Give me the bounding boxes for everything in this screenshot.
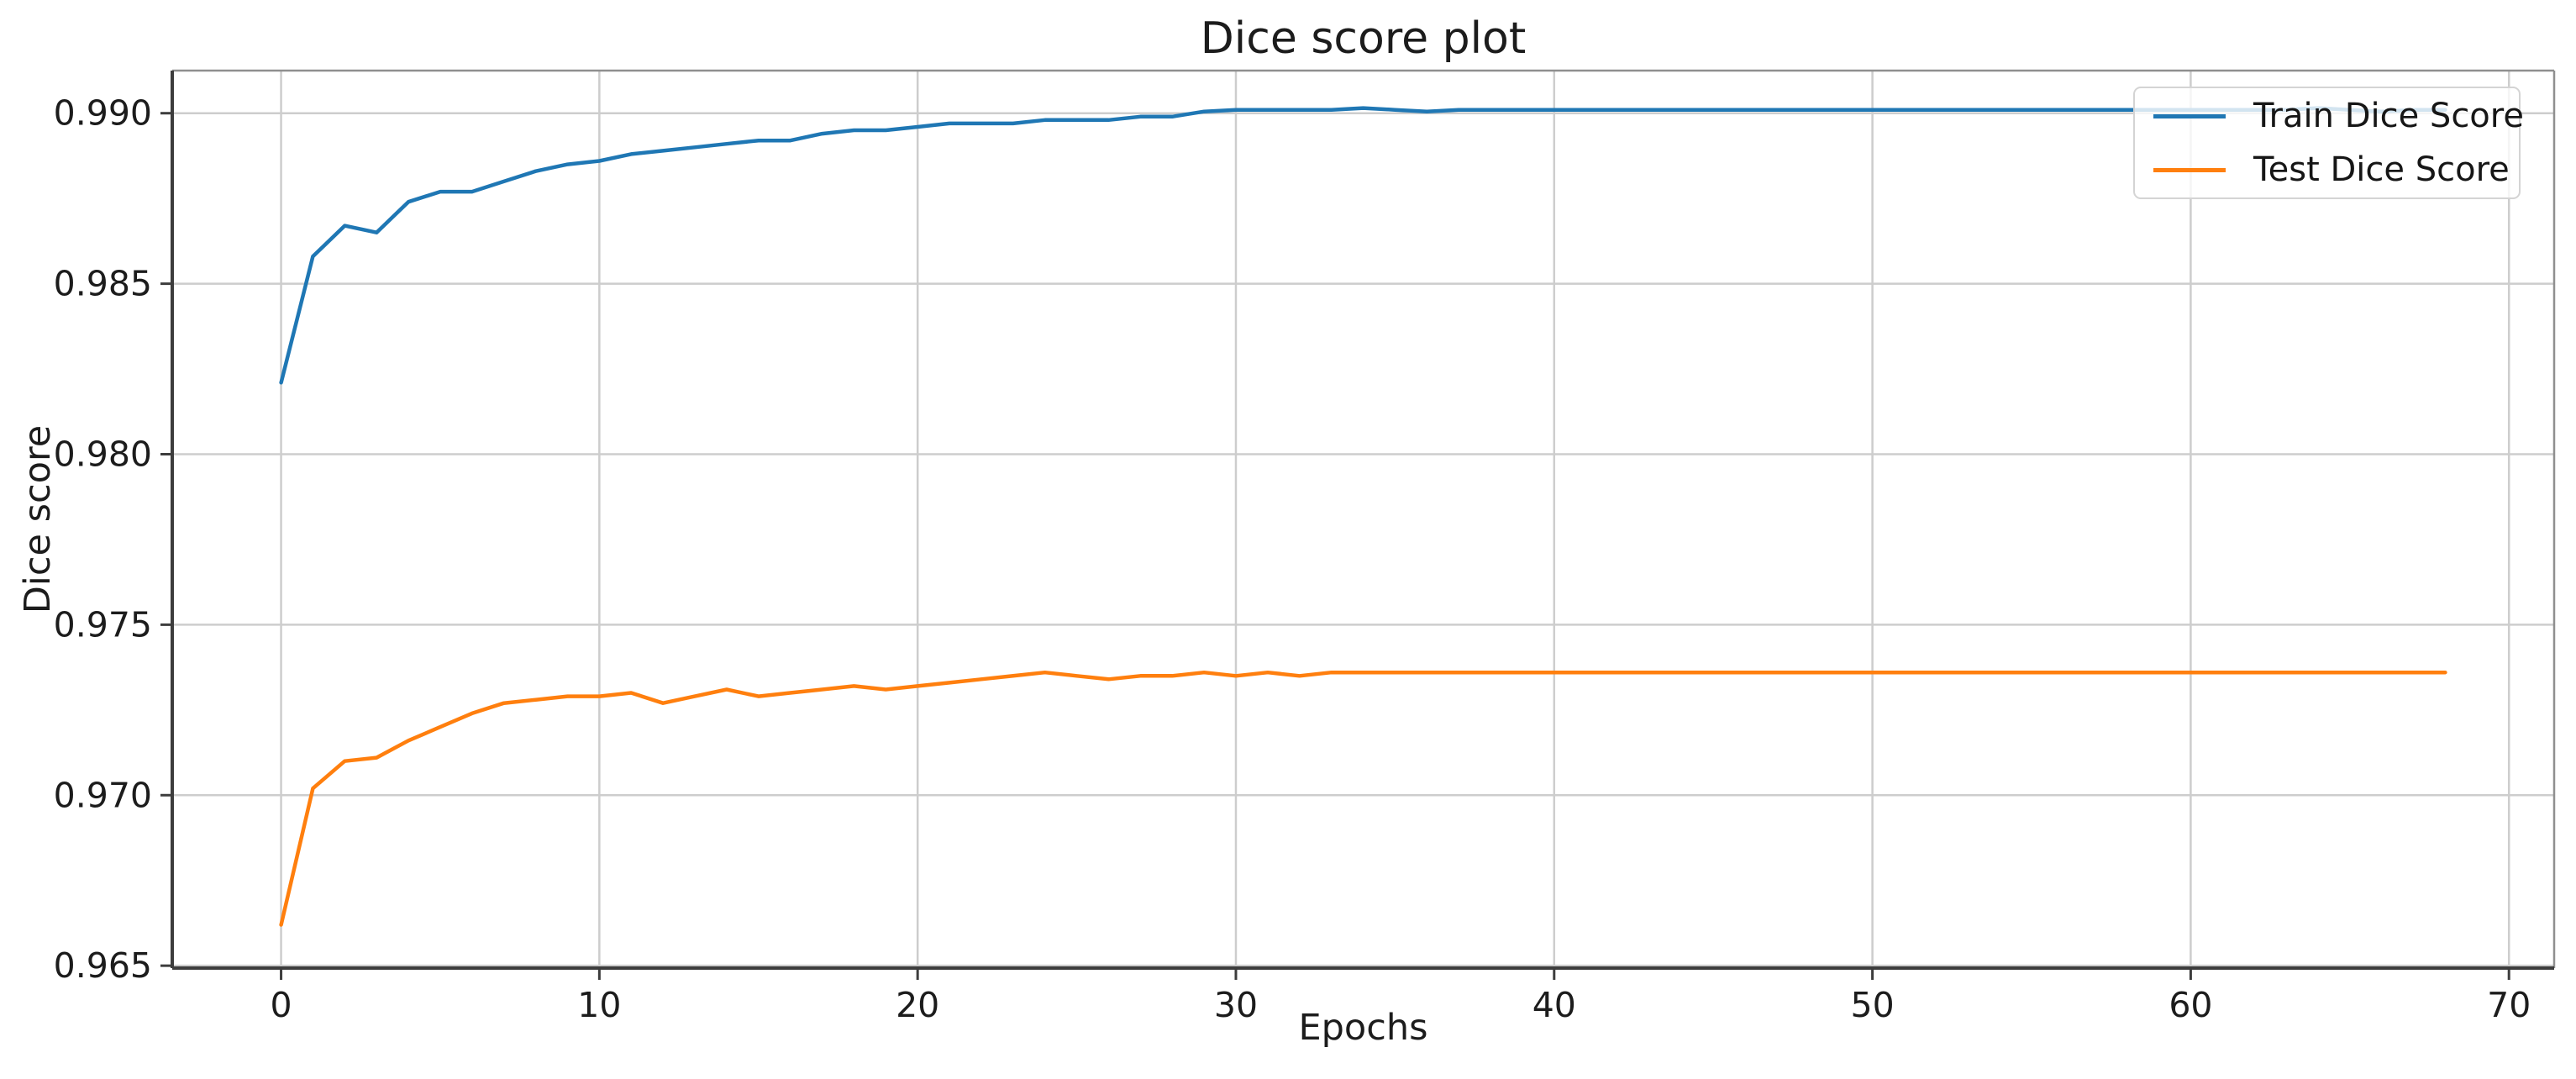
legend-item-test: Test Dice Score <box>2153 149 2519 191</box>
x-axis-label: Epochs <box>1298 1007 1428 1049</box>
x-tick-label: 0 <box>271 985 292 1025</box>
train-dice-line <box>279 106 2447 385</box>
x-tick-label: 30 <box>1214 985 1258 1025</box>
y-tick-label: 0.975 <box>54 604 152 645</box>
x-tick-label: 70 <box>2487 985 2531 1025</box>
y-tick-label: 0.980 <box>54 434 152 474</box>
y-tick-label: 0.990 <box>54 93 152 134</box>
x-tick-label: 40 <box>1532 985 1576 1025</box>
x-tick-label: 60 <box>2169 985 2212 1025</box>
y-tick-label: 0.985 <box>54 264 152 304</box>
x-tick-label: 10 <box>577 985 621 1025</box>
y-axis-label: Dice score <box>17 424 59 614</box>
test-dice-line <box>279 670 2447 927</box>
legend-label-train: Train Dice Score <box>2253 97 2524 135</box>
grid <box>172 71 2554 968</box>
x-tick-label: 50 <box>1851 985 1895 1025</box>
train-line-sample-icon <box>2153 113 2226 118</box>
y-tick-label: 0.970 <box>54 775 152 815</box>
x-tick-label: 20 <box>896 985 939 1025</box>
legend-label-test: Test Dice Score <box>2253 150 2510 189</box>
chart-title: Dice score plot <box>1200 13 1527 64</box>
legend-item-train: Train Dice Score <box>2153 95 2524 137</box>
legend: Train Dice Score Test Dice Score <box>2133 87 2524 199</box>
y-tick-label: 0.965 <box>54 945 152 986</box>
test-line-sample-icon <box>2153 167 2226 172</box>
